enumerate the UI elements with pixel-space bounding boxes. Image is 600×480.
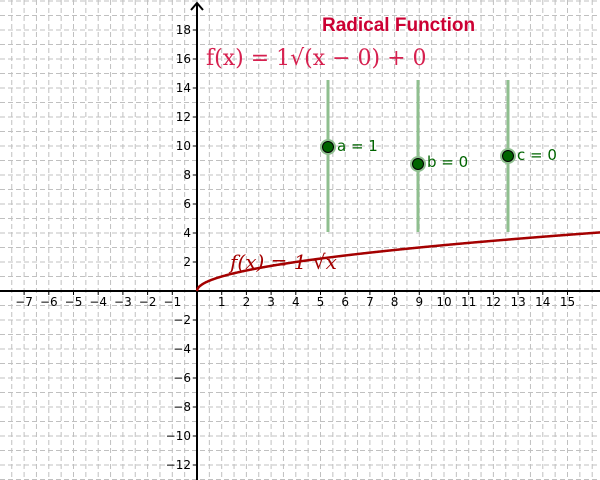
applet-title: Radical Function	[322, 15, 476, 36]
x-tick-label: −1	[163, 295, 181, 309]
slider-c-label: c = 0	[517, 146, 557, 164]
y-tick-label: 6	[183, 197, 191, 211]
y-tick-label: 2	[183, 255, 191, 269]
x-tick-label: −7	[15, 295, 33, 309]
x-tick-label: −6	[40, 295, 58, 309]
y-tick-label: 18	[176, 23, 191, 37]
y-tick-label: 14	[176, 81, 191, 95]
slider-c-handle[interactable]	[502, 150, 514, 162]
x-tick-label: −4	[89, 295, 107, 309]
y-tick-label: −12	[166, 458, 191, 472]
x-tick-label: 15	[560, 295, 575, 309]
y-tick-label: 4	[183, 226, 191, 240]
y-tick-label: −2	[173, 313, 191, 327]
y-tick-label: −10	[166, 429, 191, 443]
y-tick-label: 8	[183, 168, 191, 182]
slider-b-label: b = 0	[427, 153, 469, 171]
x-tick-label: 14	[535, 295, 550, 309]
x-tick-label: 10	[436, 295, 451, 309]
y-tick-label: −8	[173, 400, 191, 414]
x-tick-label: 13	[510, 295, 525, 309]
formula-text: f(x) = 1√(x − 0) + 0	[206, 46, 427, 71]
x-tick-label: −3	[114, 295, 132, 309]
function-curve[interactable]	[195, 231, 600, 292]
x-tick-label: 3	[267, 295, 275, 309]
x-tick-label: 8	[391, 295, 399, 309]
y-tick-label: 16	[176, 52, 191, 66]
slider-a-handle[interactable]	[322, 141, 334, 153]
x-tick-label: 7	[366, 295, 374, 309]
x-tick-label: −5	[65, 295, 83, 309]
x-tick-label: 5	[317, 295, 325, 309]
x-tick-label: −2	[139, 295, 157, 309]
x-tick-label: 1	[218, 295, 226, 309]
function-label: f(x) = 1 √x	[230, 250, 337, 274]
x-tick-label: 11	[461, 295, 476, 309]
y-tick-label: 12	[176, 110, 191, 124]
x-tick-label: 6	[341, 295, 349, 309]
x-tick-label: 4	[292, 295, 300, 309]
y-tick-label: −4	[173, 342, 191, 356]
slider-b-handle[interactable]	[412, 158, 424, 170]
y-axis-arrow	[190, 1, 204, 11]
x-tick-label: 9	[415, 295, 423, 309]
x-tick-label: 2	[243, 295, 251, 309]
x-tick-label: 12	[486, 295, 501, 309]
y-tick-label: 10	[176, 139, 191, 153]
y-tick-label: −6	[173, 371, 191, 385]
slider-a-label: a = 1	[337, 137, 378, 155]
